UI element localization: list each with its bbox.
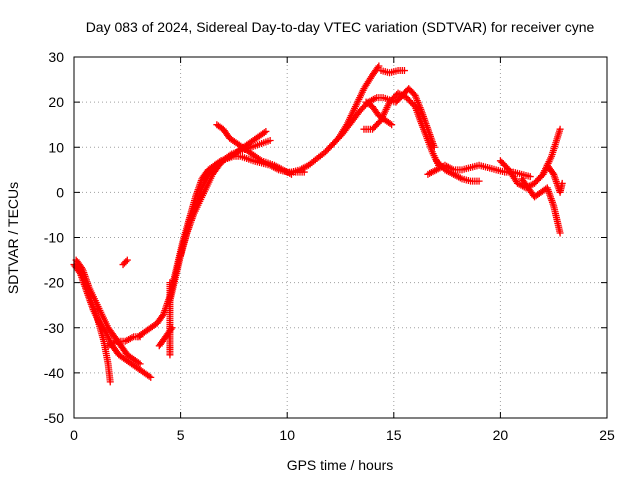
series-track-l [287, 85, 438, 176]
data-point [266, 136, 274, 144]
series-track-d [119, 256, 131, 269]
grid-lines [74, 57, 607, 418]
series-track-r [432, 157, 483, 185]
x-tick-label: 5 [177, 427, 185, 443]
data-point [256, 156, 264, 164]
data-point [123, 256, 131, 264]
data-point [145, 372, 153, 380]
series-track-t [518, 175, 564, 237]
x-tick-label: 10 [279, 427, 295, 443]
y-axis-label: SDTVAR / TECUs [5, 182, 21, 294]
data-point [262, 127, 270, 135]
y-tick-label: -10 [44, 230, 64, 246]
data-point [558, 179, 566, 187]
data-series [70, 62, 566, 386]
y-tick-label: 30 [48, 49, 64, 65]
data-point [136, 360, 144, 368]
data-point [400, 67, 408, 75]
data-point [374, 64, 382, 72]
x-tick-label: 0 [70, 427, 78, 443]
data-point [226, 151, 234, 159]
series-track-c [74, 261, 114, 386]
data-point [556, 125, 564, 133]
data-point [556, 229, 564, 237]
series-track-i [213, 121, 295, 178]
plot-frame [73, 56, 608, 419]
data-point [386, 120, 394, 128]
data-point [260, 129, 268, 137]
x-axis-label: GPS time / hours [287, 457, 394, 473]
y-tick-label: 20 [48, 94, 64, 110]
data-point [388, 121, 396, 129]
y-tick-label: -40 [44, 365, 64, 381]
chart-title: Day 083 of 2024, Sidereal Day-to-day VTE… [86, 19, 595, 35]
x-tick-label: 15 [386, 427, 402, 443]
data-point [147, 373, 155, 381]
y-tick-label: -30 [44, 320, 64, 336]
series-track-q [424, 161, 534, 181]
data-point [526, 173, 534, 181]
data-point [134, 359, 142, 367]
data-point [122, 258, 130, 266]
y-tick-label: 10 [48, 139, 64, 155]
data-point [375, 62, 383, 70]
axis-ticks: 0 5 10 15 20 25 -50 -40 -30 -20 -10 0 10 20 30 [44, 49, 615, 443]
data-point [475, 177, 483, 185]
series-track-k [166, 279, 174, 359]
series-track-h [177, 136, 274, 260]
series-track-m [326, 62, 383, 151]
y-tick-label: 0 [56, 184, 64, 200]
data-point [166, 351, 174, 359]
y-tick-label: -50 [44, 410, 64, 426]
series-track-u [535, 161, 566, 196]
x-tick-label: 25 [599, 427, 615, 443]
series-track-f [134, 152, 308, 341]
x-tick-label: 20 [493, 427, 509, 443]
y-tick-label: -20 [44, 275, 64, 291]
series-track-p [362, 98, 396, 129]
data-point [106, 378, 114, 386]
series-track-b [72, 256, 144, 368]
series-track-o [377, 67, 408, 77]
